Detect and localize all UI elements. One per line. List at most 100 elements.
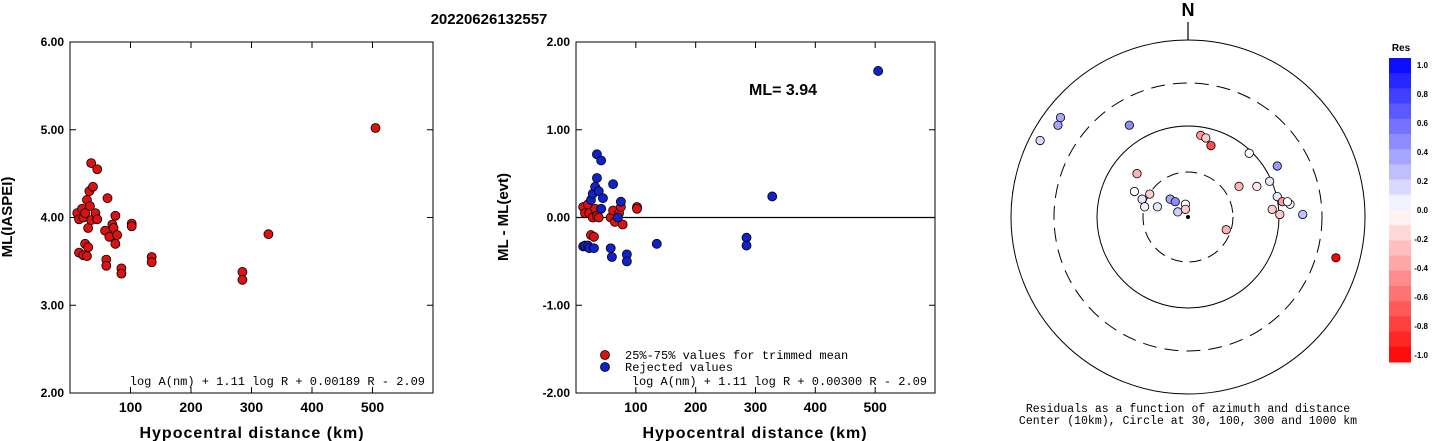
data-point — [146, 257, 157, 268]
data-point — [92, 164, 103, 175]
middle-legend: 25%-75% values for trimmed mean Rejected… — [600, 349, 848, 375]
colorbar-tick-label: 0.2 — [1417, 177, 1429, 186]
left-data-points — [72, 123, 381, 285]
colorbar-title: Res — [1392, 43, 1411, 54]
residual-point — [1221, 225, 1231, 235]
residual-point — [1272, 161, 1282, 171]
x-tick-label: 100 — [624, 399, 648, 415]
left-plot: 2.00 3.00 4.00 5.00 6.00 100 200 300 400 500 ML(… — [0, 35, 434, 441]
data-point — [83, 242, 94, 253]
residual-point — [1275, 209, 1285, 220]
residual-point — [1170, 197, 1180, 207]
figure-title: 20220626132557 — [431, 11, 548, 28]
colorbar-tick-label: -0.8 — [1414, 322, 1428, 331]
data-point — [86, 158, 97, 168]
middle-x-axis: 100 200 300 400 500 — [624, 42, 887, 415]
middle-y-axis: 2.00 1.00 0.00 -1.00 -2.00 — [543, 35, 935, 400]
north-label: N — [1182, 0, 1195, 20]
y-tick-label: 5.00 — [41, 123, 65, 137]
rejected-point — [767, 191, 778, 202]
data-point — [116, 268, 127, 279]
colorbar-swatch — [1389, 301, 1411, 317]
x-tick-label: 300 — [744, 399, 768, 415]
colorbar-swatch — [1389, 286, 1411, 302]
rejected-point — [608, 179, 618, 190]
rejected-point — [596, 155, 607, 166]
residual-point — [1252, 181, 1262, 191]
colorbar: Res 1.0 0.8 0.6 0.4 0.2 0.0 -0.2 -0.4 -0.6 -0.8 -1… — [1389, 43, 1429, 363]
colorbar-swatch — [1389, 58, 1411, 74]
polar-caption-line2: Center (10km), Circle at 30, 100, 300 an… — [1019, 415, 1357, 428]
data-point — [110, 210, 121, 221]
residual-point — [1173, 207, 1183, 217]
y-tick-label: 3.00 — [41, 298, 65, 312]
residual-point — [1035, 135, 1045, 146]
colorbar-swatch — [1389, 270, 1411, 287]
colorbar-tick-label: 0.8 — [1417, 90, 1429, 99]
legend-trimmed-marker — [600, 350, 610, 360]
data-point — [88, 181, 98, 192]
trimmed-point — [593, 212, 604, 223]
circle-300km — [1053, 82, 1323, 352]
residual-point — [1152, 202, 1163, 212]
rejected-point — [651, 238, 662, 249]
rejected-point — [596, 203, 607, 214]
polar-plot: N Residuals as a function of azimuth and… — [1010, 0, 1366, 428]
y-tick-label: -1.00 — [543, 298, 571, 312]
left-y-axis-label: ML(IASPEI) — [0, 177, 16, 258]
rejected-point — [589, 243, 599, 254]
residual-point — [1265, 176, 1275, 186]
y-tick-label: 2.00 — [547, 35, 571, 49]
residual-point — [1244, 148, 1254, 158]
data-point — [126, 221, 137, 232]
y-tick-label: 6.00 — [41, 35, 65, 49]
x-tick-label: 400 — [300, 399, 324, 415]
residual-point — [1137, 194, 1147, 204]
residual-point — [1201, 133, 1211, 143]
colorbar-tick-label: -1.0 — [1414, 351, 1428, 360]
rejected-point — [615, 196, 626, 207]
y-tick-label: -2.00 — [543, 386, 571, 400]
middle-y-axis-label: ML - ML(evt) — [495, 173, 512, 261]
left-y-axis: 2.00 3.00 4.00 5.00 6.00 — [41, 35, 433, 400]
left-plot-frame — [69, 41, 434, 394]
legend-trimmed-label: 25%-75% values for trimmed mean — [625, 349, 848, 363]
ml-value-label: ML= 3.94 — [749, 82, 817, 99]
left-x-axis: 100 200 300 400 500 — [119, 42, 385, 415]
x-tick-label: 500 — [361, 399, 385, 415]
colorbar-tick-label: -0.2 — [1414, 235, 1428, 244]
residual-point — [1129, 186, 1140, 197]
colorbar-swatch — [1389, 225, 1411, 241]
middle-x-axis-label: Hypocentral distance (km) — [642, 425, 867, 441]
colorbar-swatch — [1389, 255, 1411, 272]
data-point — [263, 229, 274, 240]
left-formula: log A(nm) + 1.11 log R + 0.00189 R - 2.0… — [130, 375, 425, 389]
colorbar-swatch — [1389, 346, 1411, 363]
x-tick-label: 300 — [240, 399, 264, 415]
polar-caption-line1: Residuals as a function of azimuth and d… — [1026, 403, 1350, 416]
colorbar-swatch — [1389, 118, 1411, 135]
x-tick-label: 100 — [119, 399, 143, 415]
colorbar-swatch — [1389, 331, 1411, 348]
rejected-point — [621, 256, 632, 267]
middle-plot: 2.00 1.00 0.00 -1.00 -2.00 100 200 300 400 500 M… — [495, 35, 936, 441]
circle-30km — [1142, 171, 1234, 263]
circle-1000km — [1010, 39, 1366, 395]
colorbar-swatch — [1389, 164, 1411, 181]
polar-data-points — [1035, 112, 1341, 263]
residual-point — [1132, 169, 1142, 179]
residual-point — [1234, 181, 1244, 191]
data-point — [101, 260, 112, 271]
x-tick-label: 200 — [684, 399, 708, 415]
rejected-point — [873, 66, 884, 76]
residual-point — [1282, 197, 1293, 207]
rejected-point — [607, 252, 617, 262]
colorbar-swatch — [1389, 194, 1411, 211]
rejected-point — [605, 243, 616, 254]
data-point — [82, 251, 92, 262]
colorbar-swatch — [1389, 103, 1411, 120]
colorbar-swatch — [1389, 73, 1411, 89]
epicenter-dot — [1186, 215, 1190, 219]
residual-point — [1206, 141, 1216, 151]
